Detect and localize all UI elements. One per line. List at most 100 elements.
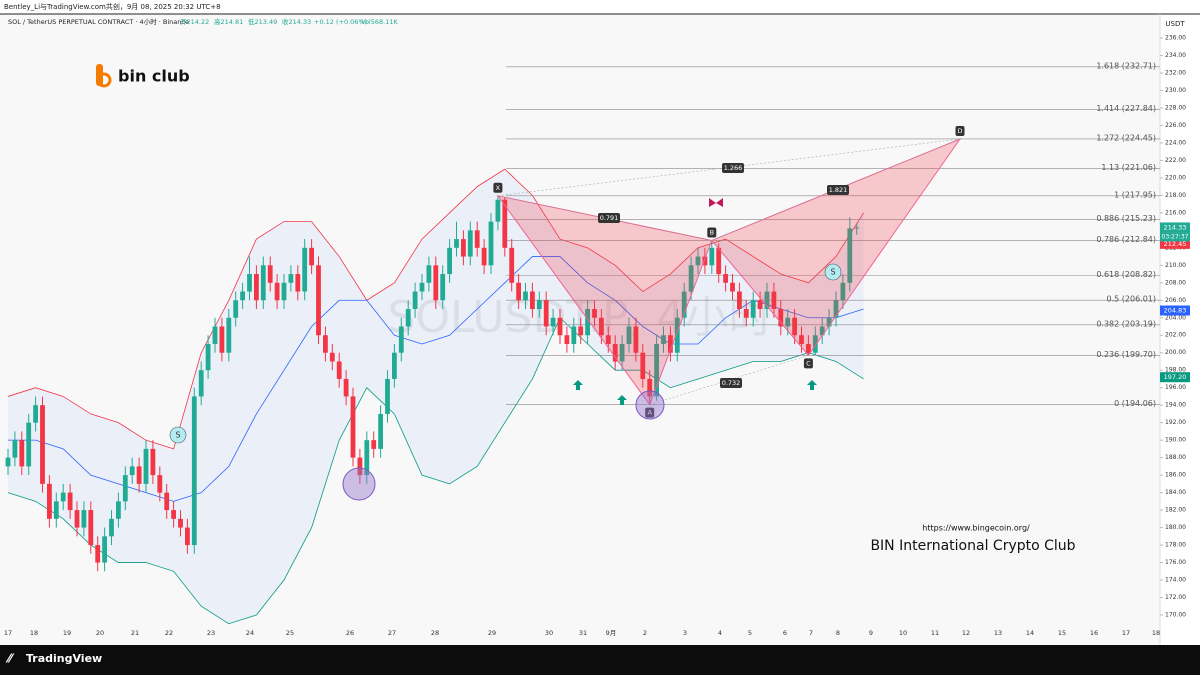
point-badge: [645, 407, 655, 418]
logo-mark: [96, 72, 112, 88]
candle-body: [47, 483, 52, 519]
y-tick-label: 172.00: [1165, 594, 1186, 601]
candle-body: [661, 335, 666, 344]
x-tick-label: 27: [388, 629, 396, 637]
candle-body: [378, 413, 383, 449]
candle-body: [516, 282, 521, 301]
price-tag-label: 204.83: [1164, 307, 1187, 315]
point-label: D: [957, 127, 962, 135]
y-tick-label: 210.00: [1165, 262, 1186, 269]
candle-body: [688, 265, 694, 292]
candle-body: [792, 317, 797, 336]
fib-label: 0.236 (199.70): [1096, 350, 1156, 359]
candle-body: [461, 239, 466, 257]
candle-body: [743, 309, 749, 318]
ratio-label: 0.732: [722, 379, 741, 387]
candle-body: [557, 317, 563, 336]
x-tick-label: 4: [718, 629, 722, 637]
candle-body: [19, 440, 25, 467]
x-tick-label: 12: [962, 629, 970, 637]
candle-body: [254, 274, 259, 301]
candle-body: [564, 335, 570, 344]
candle-body: [171, 510, 176, 519]
candle-body: [185, 527, 190, 546]
y-tick-label: 216.00: [1165, 209, 1186, 216]
y-tick-label: 190.00: [1165, 437, 1186, 444]
candle-body: [398, 326, 404, 353]
countdown: 03:27:37: [1162, 233, 1189, 240]
candle-body: [447, 247, 452, 275]
candle-body: [716, 247, 722, 275]
candle-body: [129, 466, 135, 476]
candle-body: [323, 335, 328, 353]
candle-body: [260, 265, 266, 301]
candle-body: [605, 335, 611, 344]
x-tick-label: 18: [30, 629, 38, 637]
candle-body: [60, 492, 66, 502]
x-tick-label: 17: [4, 629, 12, 637]
candle-body: [343, 378, 349, 397]
candle-body: [640, 352, 646, 379]
x-tick-label: 31: [579, 629, 587, 637]
y-tick-label: 178.00: [1165, 542, 1186, 549]
fib-label: 0 (194.06): [1114, 399, 1156, 408]
x-tick-label: 30: [545, 629, 553, 637]
candle-body: [116, 501, 121, 519]
candle-body: [309, 247, 314, 266]
candle-body: [53, 501, 59, 519]
point-label: X: [496, 184, 501, 192]
ohlc-close: 收214.33: [282, 17, 311, 26]
price-tag: [1160, 238, 1190, 249]
y-tick-label: 170.00: [1165, 612, 1186, 619]
candle-body: [316, 265, 321, 336]
candle-body: [385, 378, 390, 414]
x-tick-label: 3: [683, 629, 687, 637]
y-tick-label: 218.00: [1165, 192, 1186, 199]
band-middle: [8, 256, 864, 502]
credit: Bentley_Li与TradingView.com共创，9月 08, 2025…: [4, 2, 221, 11]
price-tag-label: 212.45: [1164, 240, 1187, 248]
candle-body: [81, 510, 87, 528]
point-label: A: [647, 409, 652, 417]
y-tick-label: 176.00: [1165, 559, 1186, 566]
y-tick-label: 236.00: [1165, 35, 1186, 42]
logo-text: bin club: [118, 67, 190, 86]
candle-body: [454, 239, 459, 248]
x-tick-label: 24: [246, 629, 254, 637]
candle-body: [178, 518, 183, 528]
candle-body: [571, 326, 577, 344]
y-tick-label: 194.00: [1165, 402, 1186, 409]
butterfly-icon: [709, 198, 723, 207]
point-label: B: [710, 228, 714, 236]
ratio-badge: [598, 213, 620, 223]
candle-body: [364, 440, 370, 476]
x-tick-label: 21: [131, 629, 139, 637]
y-tick-label: 204.00: [1165, 314, 1186, 321]
candle-body: [530, 291, 535, 310]
x-tick-label: 18: [1152, 629, 1160, 637]
candle-body: [633, 326, 639, 353]
candle-body: [771, 291, 777, 310]
candle-body: [281, 282, 287, 301]
candle-body: [122, 475, 128, 502]
fib-label: 1 (217.95): [1114, 190, 1156, 199]
y-tick-label: 206.00: [1165, 297, 1186, 304]
candle-body: [578, 326, 584, 336]
candle-body: [357, 457, 363, 476]
x-tick-label: 5: [748, 629, 752, 637]
ohlc-high: 高214.81: [214, 17, 243, 26]
candle-body: [599, 317, 604, 336]
fib-label: 1.618 (232.71): [1096, 61, 1156, 70]
buy-arrow: [573, 380, 583, 390]
candle-body: [212, 326, 218, 344]
candle-body: [847, 228, 853, 283]
y-tick-label: 182.00: [1165, 507, 1186, 514]
candle-body: [74, 510, 80, 528]
price-tag: [1160, 305, 1190, 316]
candle-body: [164, 492, 170, 511]
candle-body: [426, 265, 432, 283]
y-tick-label: 186.00: [1165, 472, 1186, 479]
candle-body: [295, 274, 301, 292]
footer: [0, 645, 1200, 675]
